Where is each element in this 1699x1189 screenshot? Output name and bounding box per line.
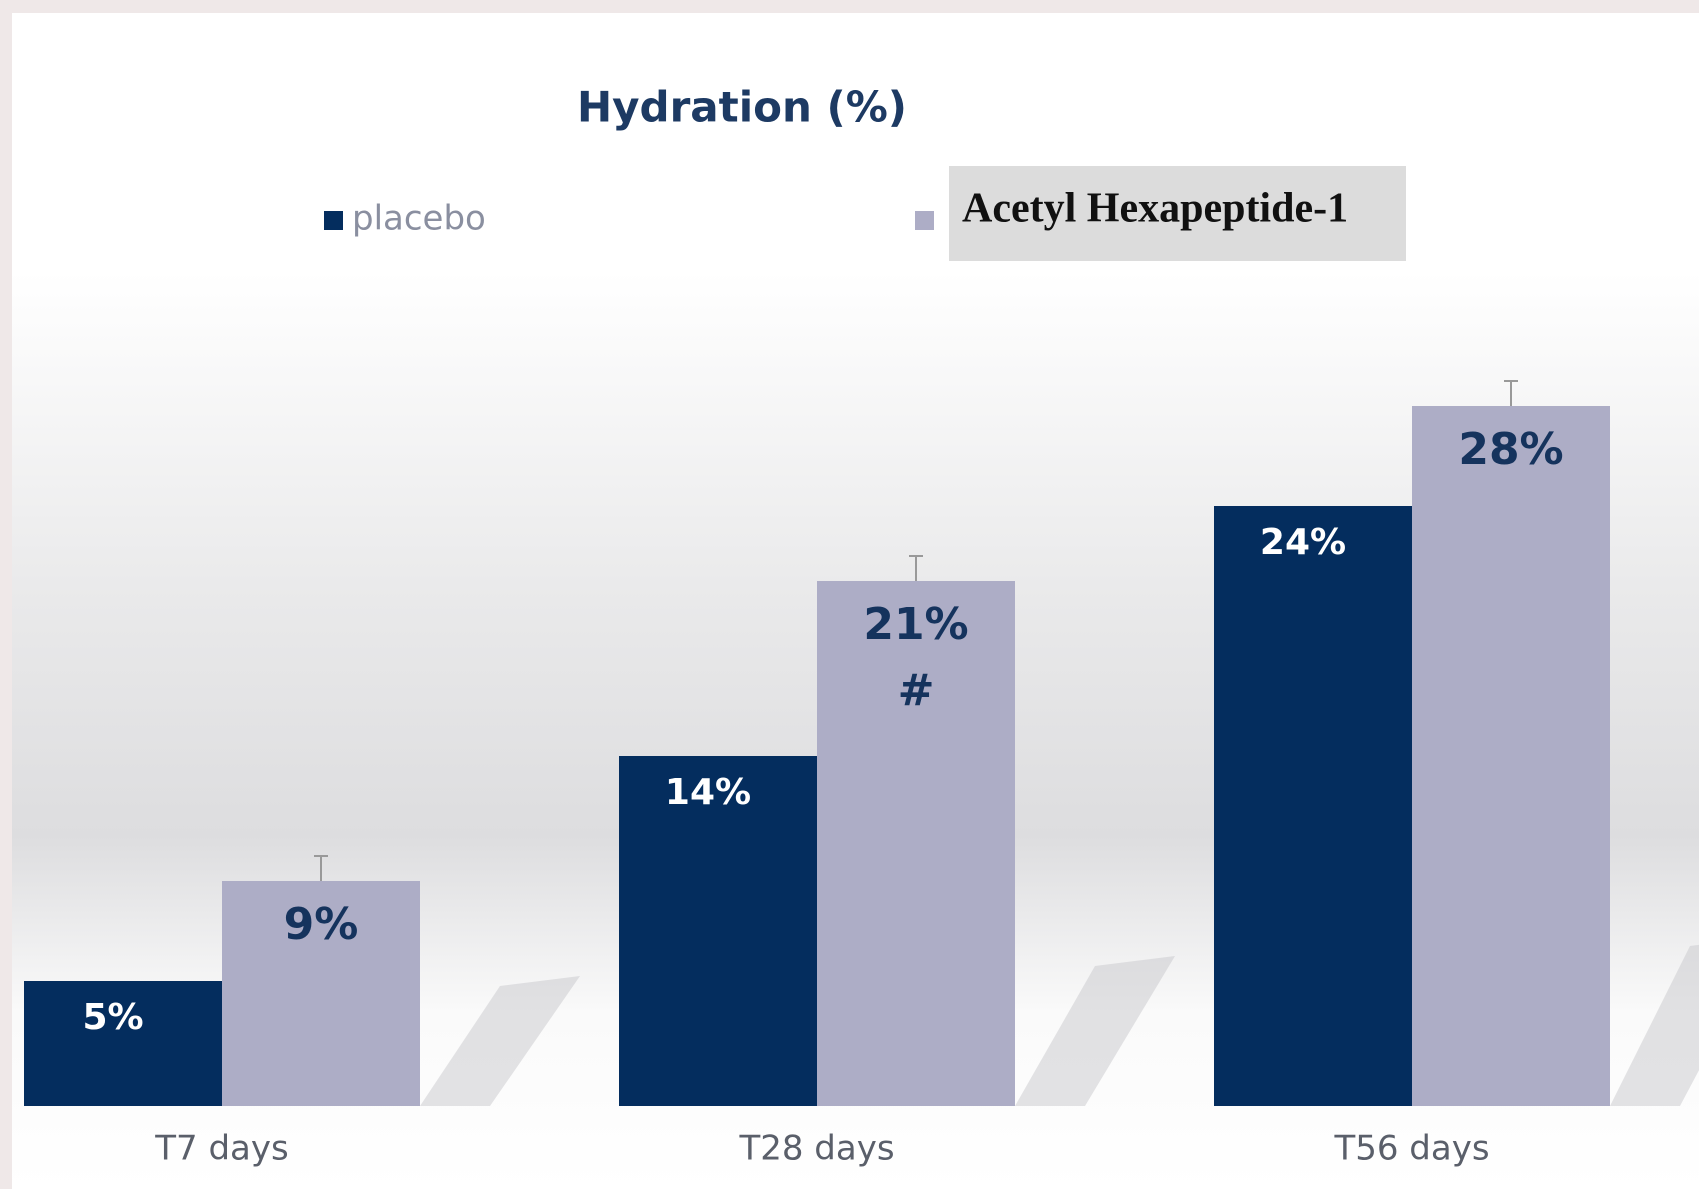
bar — [619, 756, 817, 1106]
x-tick-label: T28 days — [738, 1129, 894, 1169]
value-label: 9% — [284, 899, 359, 950]
value-label: 28% — [1458, 424, 1563, 475]
value-label: 5% — [82, 997, 143, 1038]
chart-title: Hydration (%) — [577, 83, 907, 132]
x-tick-label: T7 days — [154, 1129, 288, 1169]
bar — [24, 981, 222, 1106]
bar — [817, 581, 1015, 1106]
bar — [1214, 506, 1412, 1106]
legend-label: Acetyl Hexapeptide-1 — [962, 186, 1348, 232]
legend-swatch — [915, 211, 934, 230]
bar-shadow — [1015, 956, 1175, 1106]
bar — [1412, 406, 1610, 1106]
bar-shadow — [420, 976, 580, 1106]
x-tick-label: T56 days — [1333, 1129, 1489, 1169]
bar — [222, 881, 420, 1106]
value-label: 24% — [1260, 522, 1346, 563]
legend-highlight — [949, 166, 1406, 261]
value-label: 14% — [665, 772, 751, 813]
value-label: 21% — [863, 599, 968, 650]
legend-label: placebo — [352, 199, 486, 239]
legend-swatch — [324, 211, 343, 230]
bar-shadow — [1610, 944, 1699, 1106]
value-note: # — [898, 665, 935, 716]
